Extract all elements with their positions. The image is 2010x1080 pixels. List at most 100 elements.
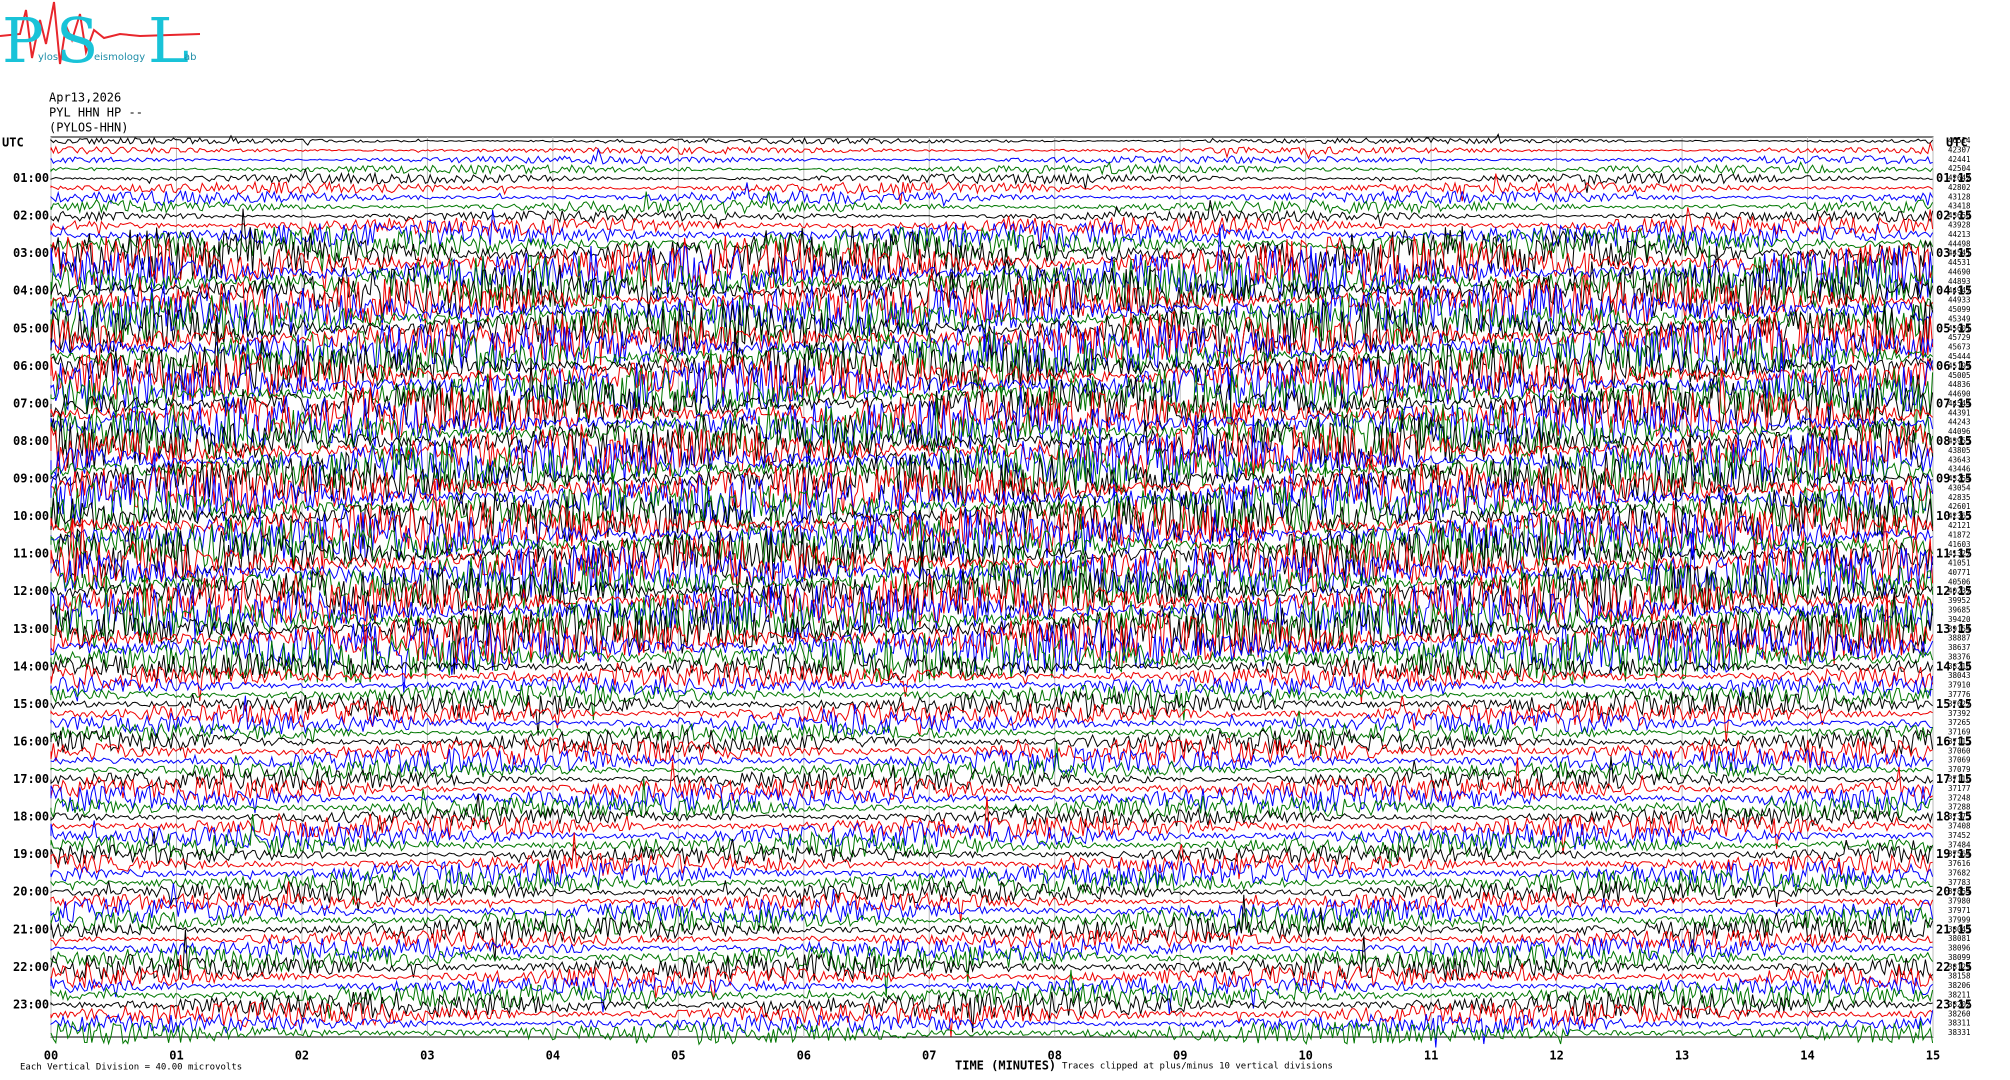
trace	[50, 291, 1934, 347]
count-label: 37060	[1948, 746, 1971, 755]
trace	[50, 225, 1934, 272]
count-label: 45005	[1948, 371, 1971, 380]
count-label: 38331	[1948, 1028, 1971, 1037]
count-label: 39685	[1948, 606, 1971, 615]
count-label: 44690	[1948, 390, 1971, 399]
trace	[50, 651, 1934, 682]
trace	[50, 190, 1934, 216]
trace	[50, 999, 1933, 1037]
x-tick-label: 11	[1424, 1049, 1438, 1063]
count-label: 38260	[1948, 1009, 1971, 1018]
left-time-label: 19:00	[13, 847, 49, 861]
trace	[50, 349, 1934, 440]
left-time-label: 14:00	[13, 659, 49, 673]
left-time-label: 21:00	[13, 922, 49, 936]
count-label: 42642	[1948, 174, 1971, 183]
trace	[50, 710, 1934, 756]
trace	[50, 272, 1934, 328]
count-label: 41327	[1948, 549, 1971, 558]
count-label: 38043	[1948, 671, 1971, 680]
trace	[50, 368, 1933, 459]
count-label: 44531	[1948, 258, 1971, 267]
right-time-label: 09:15	[1936, 472, 1972, 486]
trace	[50, 757, 1933, 803]
x-tick-label: 13	[1675, 1049, 1689, 1063]
left-time-label: 17:00	[13, 772, 49, 786]
count-label: 46514	[1948, 136, 1971, 145]
right-time-label: 06:15	[1936, 359, 1972, 373]
logo-letter: P	[2, 4, 44, 77]
logo-word: eismology	[94, 52, 145, 63]
trace	[50, 386, 1934, 468]
count-label: 38043	[1948, 925, 1971, 934]
trace	[50, 682, 1933, 725]
count-label: 43650	[1948, 211, 1971, 220]
left-time-label: 10:00	[13, 509, 49, 523]
count-label: 43128	[1948, 192, 1971, 201]
logo-word: ab	[184, 52, 196, 63]
x-tick-label: 05	[671, 1049, 685, 1063]
left-time-label: 23:00	[13, 997, 49, 1011]
trace	[50, 728, 1934, 756]
trace	[50, 537, 1934, 628]
count-label: 44541	[1948, 249, 1971, 258]
count-label: 38376	[1948, 652, 1971, 661]
count-label: 40237	[1948, 587, 1971, 596]
x-tick-label: 09	[1173, 1049, 1187, 1063]
count-label: 38211	[1948, 990, 1971, 999]
x-tick-label: 12	[1549, 1049, 1563, 1063]
count-label: 37980	[1948, 897, 1971, 906]
left-time-label: 12:00	[13, 584, 49, 598]
count-label: 43805	[1948, 446, 1971, 455]
count-label: 44391	[1948, 408, 1971, 417]
count-label: 45729	[1948, 333, 1971, 342]
right-time-label: 15:15	[1936, 697, 1972, 711]
trace	[50, 674, 1934, 702]
count-label: 45099	[1948, 305, 1971, 314]
count-label: 38311	[1948, 1019, 1971, 1028]
trace	[50, 513, 1934, 590]
count-label: 39420	[1948, 615, 1971, 624]
trace	[50, 141, 1934, 160]
trace	[50, 742, 1933, 781]
count-label: 45349	[1948, 314, 1971, 323]
trace	[50, 569, 1934, 639]
trace	[50, 429, 1934, 498]
count-label: 37854	[1948, 887, 1971, 896]
trace	[50, 245, 1934, 327]
left-time-label: 01:00	[13, 171, 49, 185]
count-label: 45601	[1948, 324, 1971, 333]
trace	[50, 813, 1934, 869]
trace	[50, 339, 1934, 406]
count-label: 40771	[1948, 568, 1971, 577]
right-time-label: 18:15	[1936, 810, 1972, 824]
count-label: 37776	[1948, 690, 1971, 699]
trace	[50, 246, 1934, 318]
trace	[50, 880, 1933, 911]
right-time-label: 04:15	[1936, 284, 1972, 298]
left-time-label: 09:00	[13, 472, 49, 486]
count-label: 37999	[1948, 915, 1971, 924]
trace	[50, 551, 1934, 620]
trace	[50, 352, 1934, 431]
count-label: 37910	[1948, 681, 1971, 690]
trace	[50, 160, 1933, 176]
count-label: 37616	[1948, 859, 1971, 868]
count-label: 38202	[1948, 1000, 1971, 1009]
trace	[50, 793, 1934, 832]
left-time-label: 07:00	[13, 396, 49, 410]
count-label: 45199	[1948, 361, 1971, 370]
trace	[50, 507, 1933, 563]
trace	[50, 235, 1934, 293]
right-time-label: 12:15	[1936, 584, 1972, 598]
right-time-label: 10:15	[1936, 509, 1972, 523]
left-time-label: 06:00	[13, 359, 49, 373]
trace	[50, 1020, 1934, 1046]
right-time-label: 05:15	[1936, 321, 1972, 335]
count-label: 42307	[1948, 145, 1971, 154]
x-tick-label: 02	[295, 1049, 309, 1063]
count-label: 44498	[1948, 239, 1971, 248]
right-time-label: 17:15	[1936, 772, 1972, 786]
count-label: 37564	[1948, 850, 1971, 859]
